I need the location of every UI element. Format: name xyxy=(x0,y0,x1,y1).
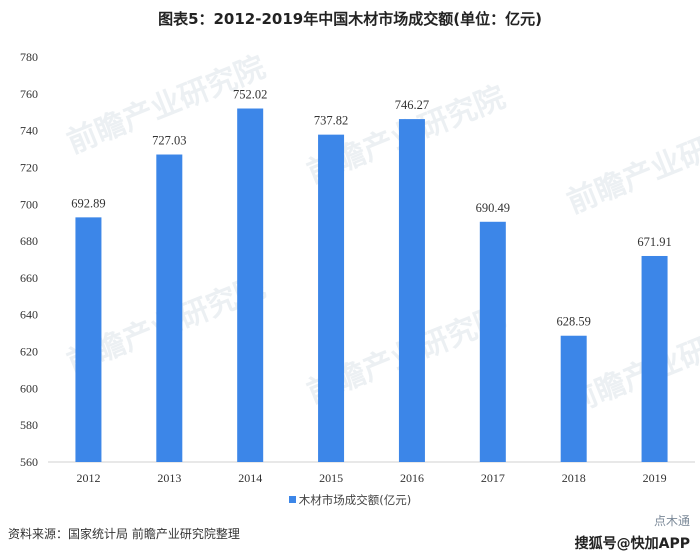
legend-swatch xyxy=(288,496,296,503)
x-tick-label: 2018 xyxy=(562,471,586,485)
data-label: 746.27 xyxy=(395,98,429,112)
data-label: 628.59 xyxy=(557,315,591,329)
data-label: 727.03 xyxy=(152,134,186,148)
bar xyxy=(156,154,183,463)
x-tick-label: 2016 xyxy=(400,471,424,485)
y-tick-label: 720 xyxy=(20,160,38,174)
y-tick-label: 600 xyxy=(20,381,38,395)
x-tick-label: 2015 xyxy=(319,471,343,485)
data-label: 690.49 xyxy=(476,201,510,215)
bar xyxy=(318,134,345,463)
y-tick-label: 780 xyxy=(20,50,38,64)
x-tick-label: 2019 xyxy=(643,471,667,485)
bar xyxy=(75,217,102,462)
x-tick-label: 2012 xyxy=(76,471,100,485)
y-tick-label: 680 xyxy=(20,234,38,248)
y-tick-label: 700 xyxy=(20,197,38,211)
x-tick-label: 2014 xyxy=(238,471,262,485)
y-tick-label: 740 xyxy=(20,124,38,138)
legend-label: 木材市场成交额(亿元) xyxy=(298,493,412,507)
data-label: 752.02 xyxy=(233,88,267,102)
legend: 木材市场成交额(亿元) xyxy=(0,492,700,508)
x-tick-label: 2017 xyxy=(481,471,505,485)
x-tick-label: 2013 xyxy=(157,471,181,485)
data-label: 692.89 xyxy=(71,196,105,210)
corner-watermark-top: 点木通 xyxy=(653,514,690,528)
source-note: 资料来源：国家统计局 前瞻产业研究院整理 xyxy=(8,527,240,541)
y-tick-label: 760 xyxy=(20,87,38,101)
data-label: 737.82 xyxy=(314,114,348,128)
chart-title: 图表5：2012-2019年中国木材市场成交额(单位：亿元) xyxy=(158,10,542,28)
y-tick-label: 660 xyxy=(20,271,38,285)
y-tick-label: 580 xyxy=(20,418,38,432)
bar xyxy=(641,255,668,462)
y-tick-label: 640 xyxy=(20,308,38,322)
bar xyxy=(479,221,506,462)
data-label: 671.91 xyxy=(637,235,671,249)
y-tick-label: 620 xyxy=(20,345,38,359)
bar xyxy=(560,335,587,462)
y-tick-label: 560 xyxy=(20,455,38,469)
corner-watermark-bottom: 搜狐号@快加APP xyxy=(574,536,690,552)
bar xyxy=(237,108,264,462)
corner-watermark: 点木通 搜狐号@快加APP xyxy=(575,512,690,553)
bar xyxy=(398,119,425,462)
